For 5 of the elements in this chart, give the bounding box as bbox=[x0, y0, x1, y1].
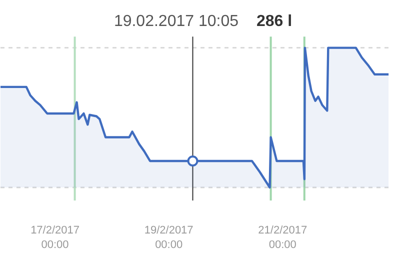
x-tick-label: 19/2/2017 00:00 bbox=[144, 224, 194, 251]
chart-title: 19.02.2017 10:05 bbox=[114, 12, 239, 30]
text: 286 l bbox=[256, 12, 292, 30]
x-tick-label: 21/2/2017 00:00 bbox=[258, 224, 308, 251]
x-tick-label: 17/2/2017 00:00 bbox=[30, 224, 80, 251]
